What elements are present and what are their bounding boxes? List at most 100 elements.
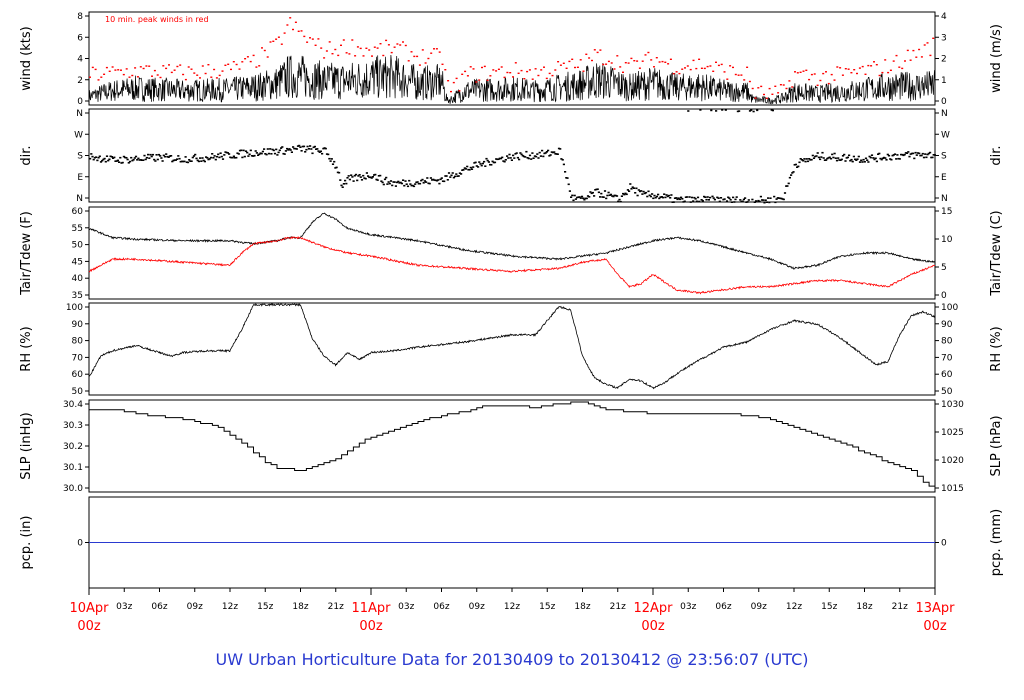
wind-direction-point — [856, 158, 859, 160]
peak-wind-point — [103, 73, 106, 75]
wind-direction-point — [101, 159, 104, 162]
peak-wind-point — [528, 69, 531, 71]
peak-wind-point — [557, 61, 560, 63]
wind-direction-point — [661, 196, 665, 199]
wind-direction-point — [897, 157, 900, 160]
wind-direction-point — [791, 172, 794, 174]
peak-wind-point — [605, 63, 608, 65]
wind-direction-point — [718, 200, 721, 203]
wind-direction-point — [388, 182, 391, 185]
wind-direction-point — [167, 156, 170, 158]
wind-direction-point — [439, 178, 442, 181]
wind-direction-point — [364, 177, 367, 180]
wind-direction-point — [351, 176, 354, 178]
peak-wind-point — [108, 70, 111, 72]
peak-wind-point — [159, 76, 162, 79]
peak-wind-point — [901, 67, 904, 70]
tick-label-right-wind: 2 — [941, 55, 947, 65]
wind-direction-point — [653, 194, 656, 197]
wind-direction-point — [556, 153, 559, 155]
wind-direction-point — [293, 147, 296, 150]
peak-wind-point — [709, 65, 712, 67]
wind-direction-point — [630, 188, 633, 190]
wind-direction-point — [867, 161, 870, 163]
tick-label-left-temp: 60 — [72, 207, 84, 217]
wind-direction-point — [484, 165, 487, 167]
wind-direction-point — [243, 155, 246, 158]
wind-direction-point — [483, 160, 486, 163]
wind-direction-point — [537, 157, 540, 159]
wind-direction-point — [499, 157, 503, 160]
peak-wind-point — [517, 72, 520, 74]
peak-wind-point — [241, 61, 244, 63]
wind-direction-point — [103, 157, 106, 160]
wind-direction-point — [920, 154, 923, 157]
peak-wind-point — [571, 58, 574, 60]
wind-direction-point — [457, 175, 460, 177]
peak-wind-point — [201, 65, 204, 67]
wind-direction-point — [780, 197, 783, 200]
wind-direction-point — [125, 157, 128, 159]
tick-label-left-wind: 6 — [77, 33, 83, 43]
peak-wind-point — [151, 75, 153, 77]
wind-direction-point — [386, 183, 389, 185]
series-step-slp — [89, 401, 936, 490]
wind-direction-point — [502, 160, 505, 162]
wind-direction-point — [753, 201, 756, 203]
tick-label-left-rh: 60 — [72, 370, 84, 380]
wind-direction-point — [214, 158, 217, 161]
peak-wind-point — [294, 21, 297, 23]
wind-direction-point — [560, 158, 563, 160]
wind-direction-point — [751, 198, 754, 201]
wind-direction-point — [622, 192, 625, 195]
wind-direction-point — [814, 155, 817, 158]
wind-direction-point — [105, 155, 109, 157]
wind-direction-point — [539, 155, 542, 157]
peak-wind-point — [244, 58, 247, 60]
wind-direction-point — [837, 157, 840, 159]
peak-wind-point — [309, 37, 311, 39]
wind-direction-point — [875, 160, 878, 163]
wind-direction-point — [411, 184, 414, 187]
wind-direction-point — [677, 197, 680, 199]
wind-direction-point — [747, 199, 750, 201]
wind-direction-point — [264, 153, 267, 155]
wind-direction-point — [817, 156, 820, 159]
wind-direction-point — [790, 174, 793, 176]
peak-wind-point — [788, 80, 791, 82]
wind-direction-point — [528, 154, 532, 157]
wind-direction-point — [215, 155, 219, 158]
wind-direction-point — [321, 152, 324, 155]
peak-wind-point — [771, 93, 774, 95]
peak-wind-point — [221, 70, 224, 72]
wind-direction-point — [417, 182, 420, 185]
peak-wind-point — [466, 75, 469, 77]
wind-direction-point — [451, 172, 454, 174]
peak-wind-point — [622, 71, 624, 73]
wind-direction-point — [217, 153, 220, 156]
x-day-label: 13Apr — [915, 601, 955, 616]
wind-direction-point — [460, 173, 463, 175]
wind-direction-point — [618, 198, 621, 201]
peak-wind-point — [912, 49, 915, 52]
wind-direction-point — [213, 155, 216, 157]
peak-wind-point — [644, 54, 647, 56]
wind-direction-point — [112, 157, 115, 159]
peak-wind-point — [717, 64, 720, 67]
x-tick-label: 03z — [398, 602, 414, 612]
wind-direction-point — [583, 198, 586, 201]
wind-direction-point — [570, 196, 573, 198]
peak-wind-point — [520, 69, 523, 72]
wind-direction-point — [828, 156, 831, 159]
wind-direction-point — [890, 158, 893, 161]
wind-direction-point — [283, 153, 286, 155]
wind-direction-point — [421, 178, 424, 181]
peak-wind-point — [497, 68, 500, 70]
wind-direction-point — [796, 166, 799, 168]
peak-wind-point — [565, 67, 568, 69]
wind-direction-point — [797, 165, 800, 168]
wind-direction-point — [515, 152, 518, 154]
right-axis-label-rh: RH (%) — [989, 326, 1004, 371]
wind-direction-point — [723, 198, 726, 200]
peak-wind-point — [737, 74, 740, 76]
